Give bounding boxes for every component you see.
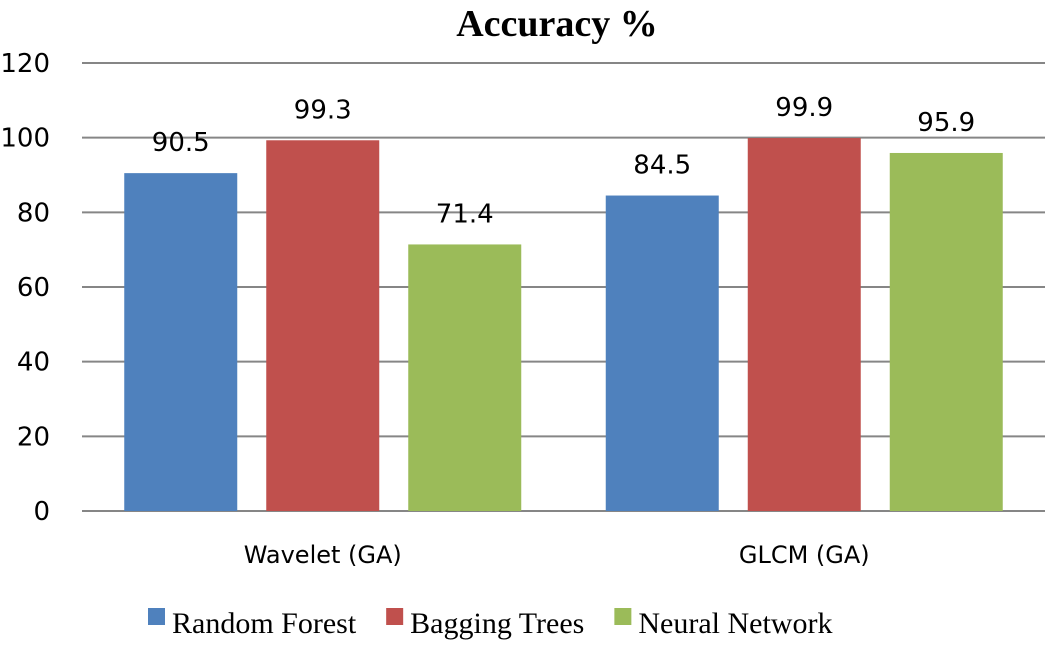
legend-label: Random Forest [172,607,357,640]
bar-neural-network [889,152,1003,511]
legend-label: Bagging Trees [410,607,584,640]
bar-random-forest [124,173,238,511]
x-category-label: Wavelet (GA) [244,541,402,569]
legend-swatch [386,608,404,625]
legend-swatch [614,608,632,625]
bar-random-forest [605,195,719,512]
data-label: 84.5 [633,151,691,181]
y-tick-label: 0 [33,497,50,527]
y-tick-label: 80 [17,198,50,228]
legend-swatch [148,608,165,625]
bar-bagging-trees [266,140,380,511]
y-tick-label: 100 [0,124,50,154]
data-label: 99.3 [294,95,352,125]
data-label: 90.5 [152,128,210,158]
bar-neural-network [408,244,522,511]
y-tick-label: 40 [17,348,50,378]
data-label: 95.9 [917,108,975,138]
chart-title: Accuracy % [456,3,658,45]
data-label: 99.9 [775,93,833,123]
y-tick-label: 60 [17,273,50,303]
legend-label: Neural Network [638,607,832,640]
bar-bagging-trees [747,138,861,512]
data-label: 71.4 [436,199,494,229]
x-category-label: GLCM (GA) [739,541,870,569]
y-tick-label: 20 [17,422,50,452]
y-tick-label: 120 [0,49,50,79]
